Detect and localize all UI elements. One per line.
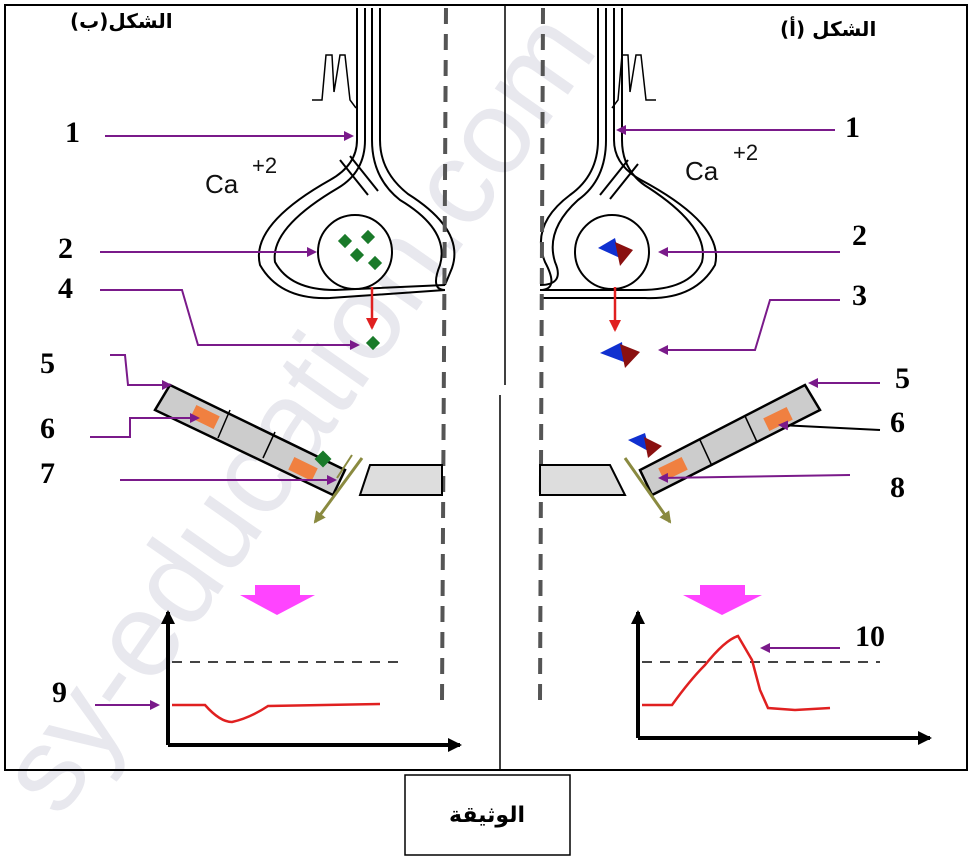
label-a-1: 1 — [845, 111, 860, 144]
presynaptic-dashed-line — [538, 7, 545, 701]
ca-ion-charge: +2 — [252, 153, 277, 178]
pointer-b-5 — [110, 354, 172, 390]
figure-b: الشكل(ب) Ca +2 — [70, 7, 462, 752]
ion-flow-line — [336, 454, 353, 479]
label-a-3: 3 — [852, 279, 867, 312]
label-a-8: 8 — [890, 471, 905, 504]
bound-neurotransmitter-red — [644, 437, 662, 458]
action-potential-curve — [642, 634, 831, 712]
neurotransmitter-blue — [598, 238, 620, 258]
receptor-site-orange — [190, 405, 220, 429]
result-down-arrow — [683, 585, 762, 615]
neurotransmitter-green — [367, 255, 383, 271]
receptor-segment — [744, 415, 758, 443]
action-potential-sketch — [312, 54, 357, 109]
label-a-2: 2 — [852, 219, 867, 252]
released-neurotransmitter-blue — [600, 342, 624, 362]
caption-text: الوثيقة — [449, 803, 525, 828]
figure-a-labels: 1 2 3 5 6 8 10 — [616, 111, 910, 653]
neurotransmitter-green — [337, 233, 353, 249]
axon-outer-left — [539, 8, 599, 291]
label-a-10: 10 — [855, 620, 885, 653]
watermark-text: sy-education.com — [0, 0, 621, 835]
axon-inner-right — [540, 8, 704, 291]
released-neurotransmitter — [365, 335, 381, 351]
postsynaptic-dashed-line — [440, 7, 448, 701]
bound-neurotransmitter — [314, 450, 332, 468]
axon-inner-left — [539, 8, 607, 286]
pointer-a-6 — [778, 420, 881, 431]
ca-channel-right — [349, 155, 379, 192]
action-potential-sketch — [611, 54, 656, 109]
neurotransmitter-green — [360, 229, 376, 245]
axon-outer-left — [257, 8, 446, 300]
neurotransmitter-green — [349, 247, 365, 263]
receptor-segment — [217, 409, 231, 439]
figure-frame — [4, 4, 968, 771]
axon-outer-right — [371, 8, 446, 291]
postsynaptic-membrane-block — [539, 464, 627, 496]
figure-a: الشكل (أ) Ca +2 — [538, 7, 932, 745]
ca-ion-label: Ca — [685, 156, 719, 186]
pointer-b-6 — [90, 413, 200, 438]
label-a-6: 6 — [890, 406, 905, 439]
caption-box — [404, 774, 571, 856]
ion-flow-arrow — [623, 457, 672, 524]
postsynaptic-membrane-block — [358, 464, 443, 496]
figure-b-title: الشكل(ب) — [70, 9, 173, 33]
ca-channel-right — [609, 163, 639, 200]
receptor-site-orange — [288, 457, 318, 481]
released-neurotransmitter-red — [620, 344, 640, 368]
label-a-5: 5 — [895, 362, 910, 395]
label-b-9: 9 — [52, 676, 67, 709]
pointer-b-4 — [100, 289, 360, 350]
figure-b-labels: 1 2 4 5 6 7 9 — [40, 116, 360, 710]
axon-inner-left — [273, 8, 446, 292]
label-b-2: 2 — [58, 232, 73, 265]
axon-outer-right — [540, 8, 718, 300]
pointer-a-8 — [658, 472, 851, 483]
label-b-7: 7 — [40, 457, 55, 490]
label-b-6: 6 — [40, 412, 55, 445]
result-down-arrow — [240, 585, 315, 615]
receptor-segment — [699, 439, 713, 467]
neurotransmitter-red — [615, 242, 633, 266]
label-b-1: 1 — [65, 116, 80, 149]
receptor-site-orange — [763, 407, 793, 431]
figure-a-title: الشكل (أ) — [780, 15, 876, 41]
ca-ion-label: Ca — [205, 169, 239, 199]
ion-flow-arrow — [313, 457, 364, 524]
pointer-a-3 — [658, 299, 840, 355]
ca-channel-left — [599, 159, 629, 196]
receptor-segment — [262, 431, 276, 459]
hyperpolarization-curve — [172, 702, 381, 724]
ca-channel-left — [339, 159, 369, 196]
ca-ion-charge: +2 — [733, 140, 758, 165]
label-b-4: 4 — [58, 272, 73, 305]
label-b-5: 5 — [40, 347, 55, 380]
